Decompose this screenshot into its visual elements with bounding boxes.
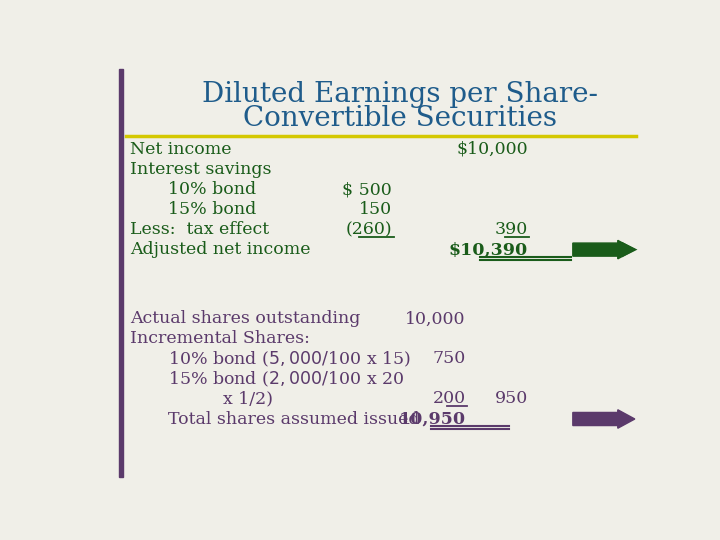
Text: $10,390: $10,390 xyxy=(449,241,528,258)
Text: 15% bond: 15% bond xyxy=(168,201,256,218)
Text: $10,000: $10,000 xyxy=(456,141,528,158)
Text: 10% bond ($5,000/$100 x 15): 10% bond ($5,000/$100 x 15) xyxy=(168,349,410,369)
Text: 390: 390 xyxy=(495,221,528,238)
Text: Adjusted net income: Adjusted net income xyxy=(130,241,311,258)
Text: x 1/2): x 1/2) xyxy=(223,390,274,408)
Text: 150: 150 xyxy=(359,201,392,218)
Text: Diluted Earnings per Share-: Diluted Earnings per Share- xyxy=(202,80,598,107)
Text: 10,000: 10,000 xyxy=(405,310,466,327)
Text: (260): (260) xyxy=(346,221,392,238)
Text: 10% bond: 10% bond xyxy=(168,181,256,198)
FancyArrow shape xyxy=(573,240,635,259)
Bar xyxy=(120,69,123,477)
Text: 200: 200 xyxy=(433,390,466,408)
Text: Total shares assumed issued: Total shares assumed issued xyxy=(168,410,419,428)
Text: Less:  tax effect: Less: tax effect xyxy=(130,221,269,238)
Text: 750: 750 xyxy=(433,350,466,367)
Text: Actual shares outstanding: Actual shares outstanding xyxy=(130,310,361,327)
Text: Convertible Securities: Convertible Securities xyxy=(243,105,557,132)
Text: Interest savings: Interest savings xyxy=(130,161,272,178)
Text: 10,950: 10,950 xyxy=(399,410,466,428)
Text: 15% bond ($2,000/$100 x 20: 15% bond ($2,000/$100 x 20 xyxy=(168,369,404,389)
Text: $ 500: $ 500 xyxy=(343,181,392,198)
FancyArrow shape xyxy=(573,410,635,428)
Text: 950: 950 xyxy=(495,390,528,408)
Text: Incremental Shares:: Incremental Shares: xyxy=(130,330,310,347)
Text: Net income: Net income xyxy=(130,141,232,158)
